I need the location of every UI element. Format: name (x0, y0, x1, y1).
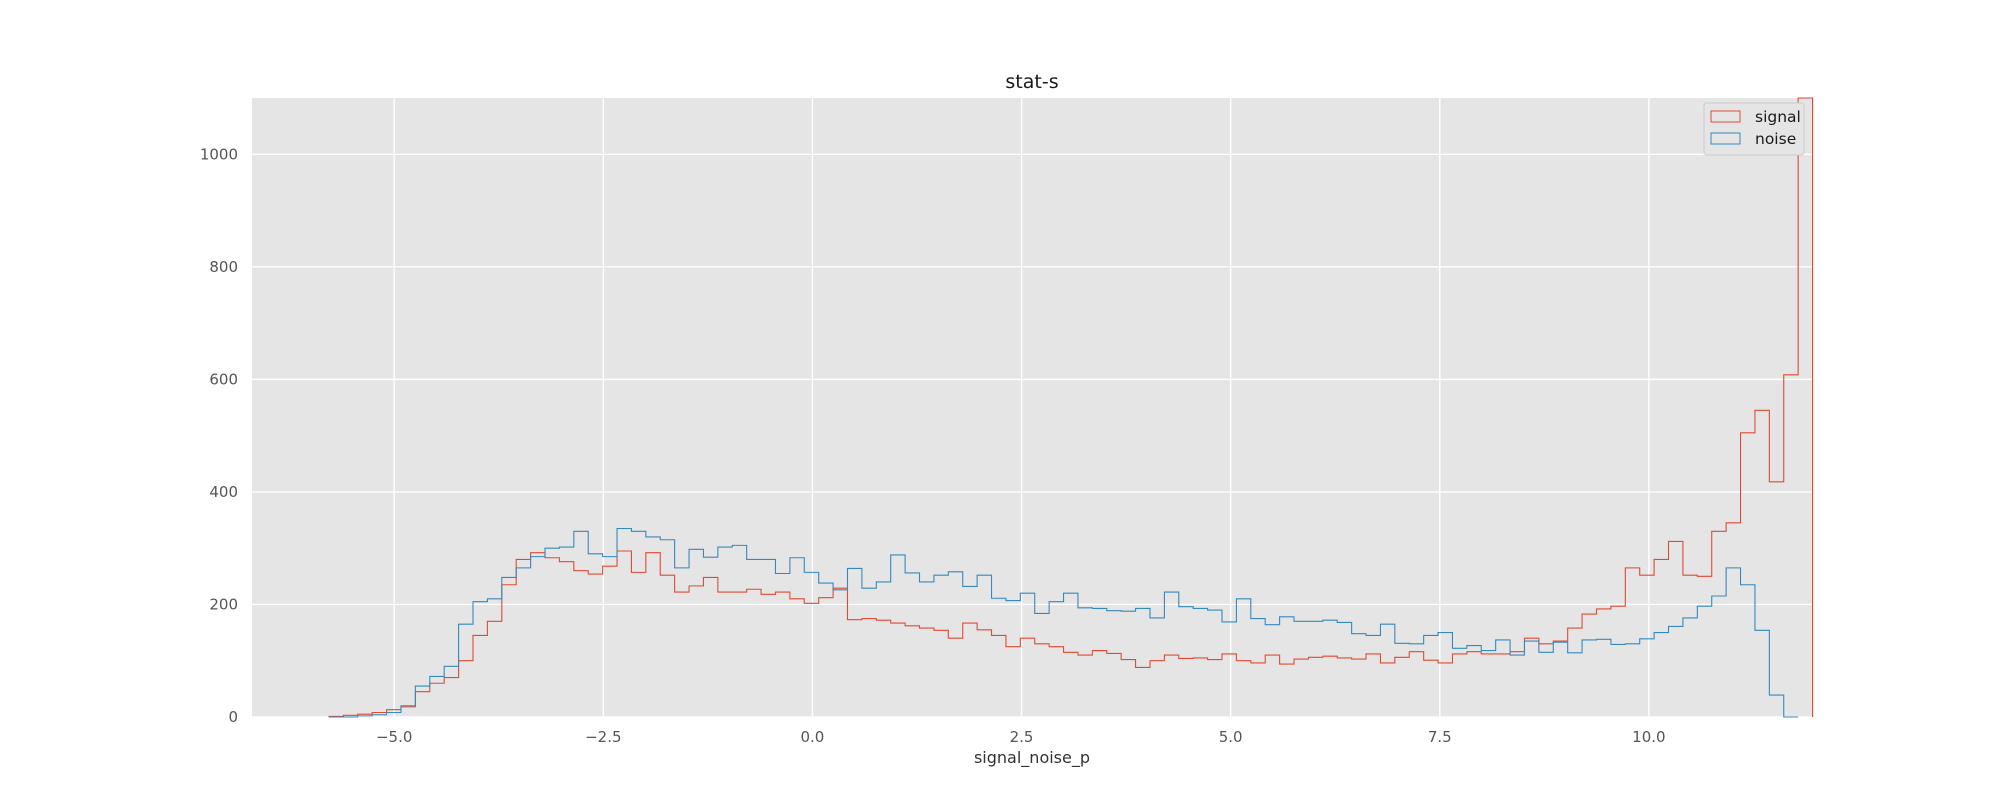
legend-box (1703, 102, 1805, 156)
x-tick-label: 2.5 (1010, 728, 1034, 746)
x-tick-label: 10.0 (1632, 728, 1665, 746)
legend-label-signal: signal (1755, 108, 1801, 126)
legend-swatch-signal (1710, 110, 1741, 123)
x-axis-label: signal_noise_p (974, 748, 1090, 768)
y-tick-label: 0 (228, 708, 238, 726)
y-tick-label: 400 (209, 483, 238, 501)
plot-background (252, 98, 1812, 717)
histogram-series-noise (328, 527, 1799, 718)
grid-lines (252, 98, 1812, 718)
histogram-series-signal (328, 97, 1814, 717)
x-axis-ticks: −5.0 −2.5 0.0 2.5 5.0 7.5 10.0 (376, 728, 1666, 746)
x-tick-label: 7.5 (1428, 728, 1452, 746)
x-tick-label: −5.0 (376, 728, 412, 746)
y-tick-label: 800 (209, 258, 238, 276)
y-tick-label: 1000 (200, 145, 238, 163)
y-axis-ticks: 0 200 400 600 800 1000 (200, 145, 238, 726)
legend-label-noise: noise (1755, 130, 1796, 148)
legend: signal noise (1703, 102, 1805, 156)
x-tick-label: 5.0 (1219, 728, 1243, 746)
y-tick-label: 200 (209, 595, 238, 613)
x-tick-label: 0.0 (800, 728, 824, 746)
x-tick-label: −2.5 (585, 728, 621, 746)
legend-swatch-noise (1710, 132, 1741, 145)
histogram-series (328, 97, 1814, 718)
y-tick-label: 600 (209, 370, 238, 388)
chart-title: stat-s (1005, 71, 1058, 93)
